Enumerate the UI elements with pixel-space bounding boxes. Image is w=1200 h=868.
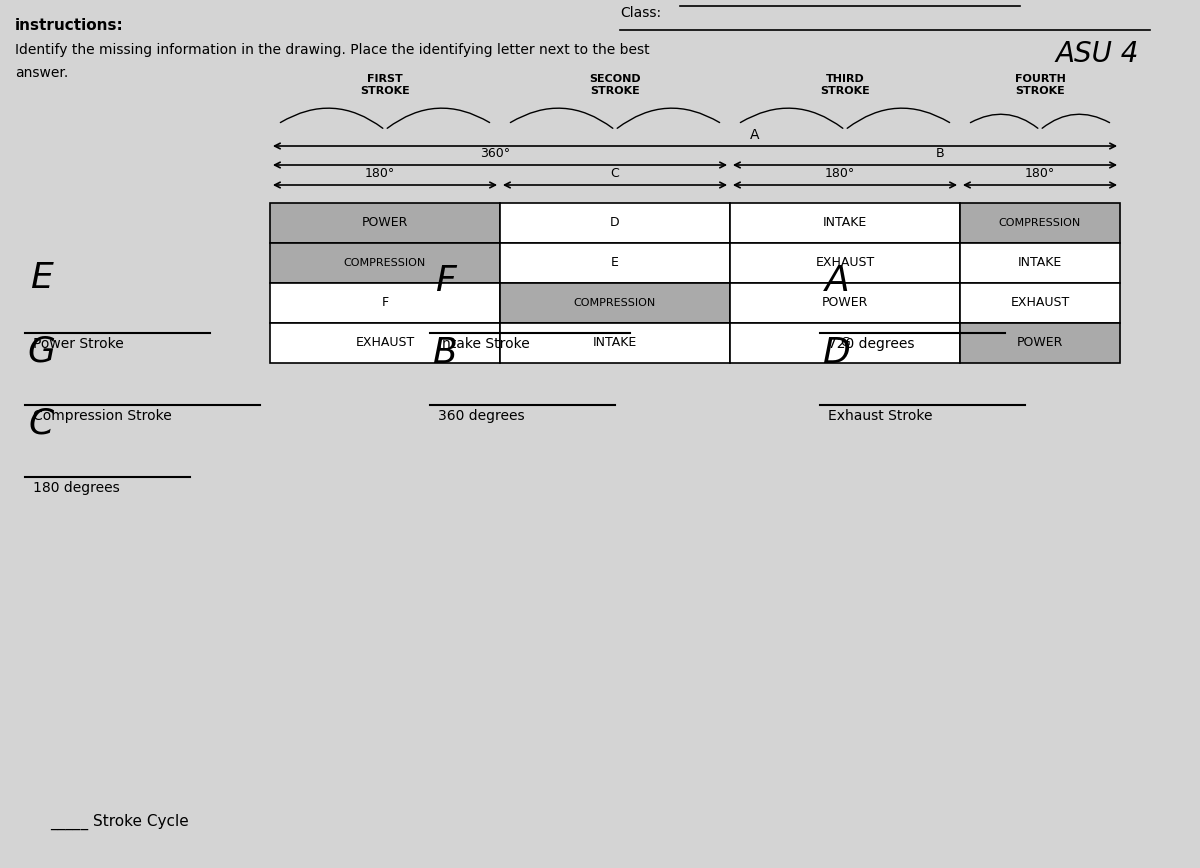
- Text: 720 degrees: 720 degrees: [828, 337, 914, 351]
- Text: EXHAUST: EXHAUST: [355, 337, 415, 350]
- Bar: [500, 283, 730, 323]
- Text: C: C: [611, 167, 619, 180]
- Bar: [960, 323, 1120, 363]
- Text: C: C: [28, 407, 53, 441]
- Text: Class:: Class:: [620, 6, 661, 20]
- Text: D: D: [610, 216, 620, 229]
- Bar: [960, 203, 1120, 243]
- Bar: [960, 243, 1120, 283]
- Text: instructions:: instructions:: [14, 18, 124, 33]
- Text: POWER: POWER: [1016, 337, 1063, 350]
- Text: E: E: [611, 257, 619, 269]
- Bar: [730, 203, 960, 243]
- Bar: [270, 203, 500, 243]
- Text: SECOND
STROKE: SECOND STROKE: [589, 75, 641, 96]
- Bar: [730, 243, 960, 283]
- Bar: [500, 203, 730, 243]
- Text: 180°: 180°: [824, 167, 856, 180]
- Text: B: B: [936, 147, 944, 160]
- Text: COMPRESSION: COMPRESSION: [344, 258, 426, 268]
- Text: 360°: 360°: [480, 147, 510, 160]
- Text: D: D: [822, 336, 850, 370]
- Bar: [960, 283, 1120, 323]
- Text: INTAKE: INTAKE: [1018, 257, 1062, 269]
- Text: EXHAUST: EXHAUST: [1010, 297, 1069, 310]
- Bar: [270, 283, 500, 323]
- Text: G: G: [28, 335, 55, 369]
- Bar: [500, 323, 730, 363]
- Text: 180 degrees: 180 degrees: [34, 481, 120, 495]
- Text: F: F: [382, 297, 389, 310]
- Bar: [730, 283, 960, 323]
- Text: POWER: POWER: [362, 216, 408, 229]
- Text: Compression Stroke: Compression Stroke: [34, 409, 172, 423]
- Bar: [270, 243, 500, 283]
- Bar: [500, 243, 730, 283]
- Text: answer.: answer.: [14, 66, 68, 80]
- Text: 360 degrees: 360 degrees: [438, 409, 524, 423]
- Text: FOURTH
STROKE: FOURTH STROKE: [1014, 75, 1066, 96]
- Text: COMPRESSION: COMPRESSION: [574, 298, 656, 308]
- Text: 180°: 180°: [1025, 167, 1055, 180]
- Text: F: F: [434, 264, 456, 298]
- Text: 180°: 180°: [365, 167, 395, 180]
- Text: COMPRESSION: COMPRESSION: [998, 218, 1081, 228]
- Bar: [730, 323, 960, 363]
- Text: Exhaust Stroke: Exhaust Stroke: [828, 409, 932, 423]
- Text: A: A: [750, 128, 760, 142]
- Text: G: G: [840, 337, 850, 350]
- Text: POWER: POWER: [822, 297, 868, 310]
- Text: THIRD
STROKE: THIRD STROKE: [820, 75, 870, 96]
- Text: E: E: [30, 261, 53, 295]
- Text: EXHAUST: EXHAUST: [815, 257, 875, 269]
- Bar: [270, 323, 500, 363]
- Text: Identify the missing information in the drawing. Place the identifying letter ne: Identify the missing information in the …: [14, 43, 649, 57]
- Text: FIRST
STROKE: FIRST STROKE: [360, 75, 410, 96]
- Text: Intake Stroke: Intake Stroke: [438, 337, 529, 351]
- Text: A: A: [826, 264, 850, 298]
- Text: Power Stroke: Power Stroke: [34, 337, 124, 351]
- Text: INTAKE: INTAKE: [823, 216, 868, 229]
- Text: ASU 4: ASU 4: [1055, 40, 1139, 68]
- Text: INTAKE: INTAKE: [593, 337, 637, 350]
- Text: _____ Stroke Cycle: _____ Stroke Cycle: [50, 814, 188, 830]
- Text: B: B: [432, 336, 457, 370]
